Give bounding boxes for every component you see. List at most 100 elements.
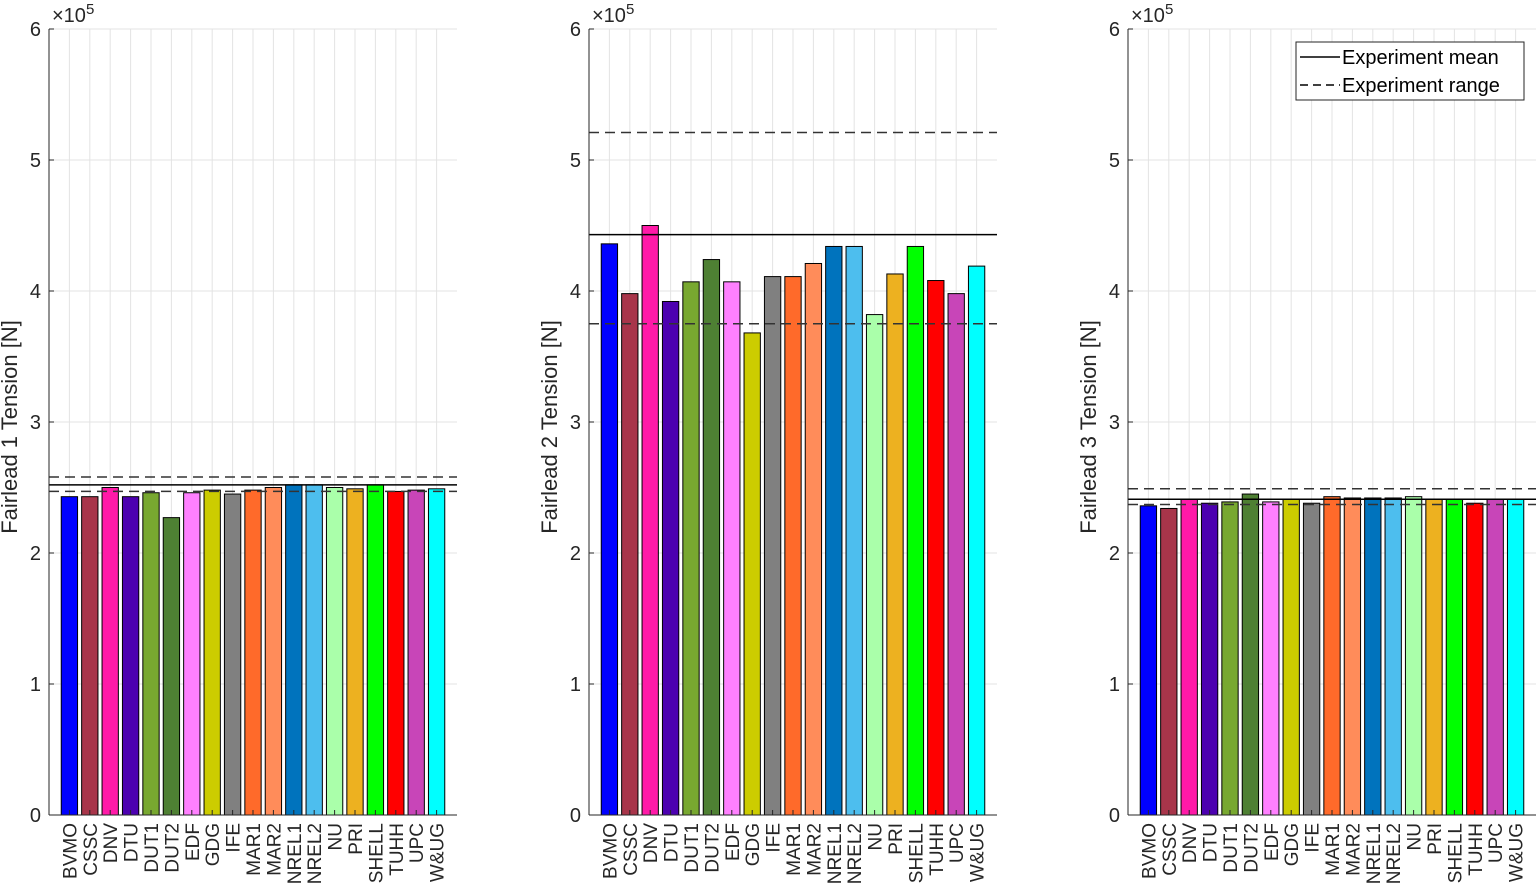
x-tick-label: UPC [947,823,968,863]
x-tick-label: NREL2 [845,823,866,884]
y-tick-label: 0 [570,805,581,827]
y-tick-label: 0 [1109,805,1120,827]
x-tick-label: SHELL [1445,823,1466,883]
x-tick-label: DNV [641,823,662,863]
x-tick-label: EDF [1262,823,1283,861]
x-tick-label: MAR2 [804,823,825,876]
bar-upc [947,293,965,816]
x-tick-label: TUHH [927,823,948,876]
bar-shell [906,245,925,816]
x-tick-label: DNV [1180,823,1201,863]
x-tick-label: SHELL [366,823,387,883]
x-tick-label: W&UG [428,823,449,882]
bar-dut2 [702,259,721,816]
bar-wandug [427,488,446,816]
x-tick-label: DUT2 [702,823,723,873]
bar-dnv [641,225,659,816]
bar-wandug [967,265,986,816]
bar-shell [1445,498,1464,816]
y-exponent-power: 5 [86,1,94,18]
x-tick-label: MAR1 [244,823,265,876]
bar-dtu [121,496,140,816]
x-tick-label: DUT1 [142,823,163,873]
bar-nrel1 [825,245,843,816]
y-tick-label: 5 [30,150,41,172]
y-tick-label: 0 [30,805,41,827]
x-tick-label: DUT2 [162,823,183,873]
bar-tuhh [927,280,945,816]
y-axis-label: Fairlead 3 Tension [N] [1076,320,1101,534]
bar-mar1 [784,276,802,816]
y-exponent-label: ×105 [1131,1,1173,27]
bar-mar1 [1323,496,1341,816]
x-tick-label: DNV [101,823,122,863]
x-tick-label: NU [1405,823,1426,850]
x-tick-label: TUHH [1466,823,1487,876]
x-tick-label: DUT1 [1221,823,1242,873]
y-exponent-power: 5 [626,1,634,18]
x-tick-label: DUT1 [682,823,703,873]
x-tick-label: MAR2 [1343,823,1364,876]
x-tick-label: NREL1 [825,823,846,884]
bar-nrel2 [1384,497,1402,816]
bar-cssc [621,293,639,816]
legend-label: Experiment range [1342,75,1500,97]
x-tick-label: CSSC [1160,823,1181,876]
bar-mar1 [244,489,262,816]
bar-upc [1486,498,1504,816]
x-tick-label: BVMO [600,823,621,879]
bar-gdg [1282,498,1300,816]
bar-dut2 [1241,493,1260,816]
x-tick-label: NREL1 [285,823,306,884]
bar-upc [407,489,425,816]
y-exponent-power: 5 [1165,1,1173,18]
y-tick-label: 6 [570,19,581,41]
bar-nrel2 [305,484,323,816]
x-tick-label: NREL2 [305,823,326,884]
y-axis-label: Fairlead 2 Tension [N] [537,320,562,534]
bar-mar2 [1343,497,1362,816]
x-tick-label: PRI [1425,823,1446,855]
bar-dtu [1200,502,1219,816]
x-tick-label: MAR1 [1323,823,1344,876]
bar-cssc [81,496,99,816]
x-tick-label: IFE [764,823,785,853]
bar-nrel1 [1364,497,1382,816]
y-tick-label: 1 [30,674,41,696]
bar-wandug [1506,498,1525,816]
legend: Experiment mean Experiment range [1295,41,1525,101]
y-tick-label: 4 [1109,281,1120,303]
y-tick-label: 2 [570,543,581,565]
x-tick-label: W&UG [1507,823,1528,882]
bar-edf [1262,501,1280,816]
x-tick-label: MAR2 [264,823,285,876]
bar-pri [886,273,904,816]
bar-pri [346,488,364,816]
x-tick-label: IFE [1303,823,1324,853]
x-tick-label: CSSC [621,823,642,876]
x-tick-label: EDF [723,823,744,861]
x-tick-label: SHELL [906,823,927,883]
bar-edf [723,281,741,816]
legend-box [1295,41,1525,101]
bar-dnv [101,487,119,816]
bar-shell [366,484,385,816]
y-axis-label: Fairlead 1 Tension [N] [0,320,22,534]
bar-dtu [661,300,680,816]
x-tick-label: DTU [662,823,683,862]
x-tick-label: CSSC [81,823,102,876]
bar-pri [1425,498,1443,816]
x-tick-label: PRI [346,823,367,855]
bar-bvmo [60,496,79,816]
y-tick-label: 4 [30,281,41,303]
x-tick-label: W&UG [968,823,989,882]
x-tick-label: MAR1 [784,823,805,876]
bar-gdg [743,332,761,816]
y-tick-label: 1 [570,674,581,696]
y-tick-label: 6 [1109,19,1120,41]
bar-gdg [203,489,221,816]
bar-ife [223,493,242,816]
x-tick-label: BVMO [60,823,81,879]
